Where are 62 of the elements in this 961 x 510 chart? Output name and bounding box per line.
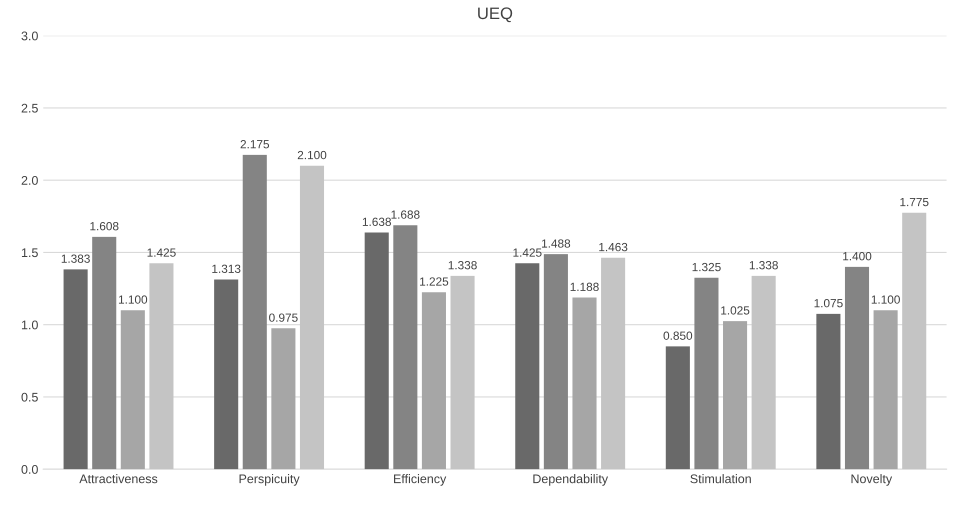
bar <box>271 328 296 470</box>
y-tick-label: 2.5 <box>22 104 38 113</box>
data-label: 1.608 <box>90 222 118 230</box>
y-tick-label: 0.5 <box>21 392 38 402</box>
data-label: 1.400 <box>843 252 872 260</box>
y-tick-label: 2.0 <box>22 176 38 185</box>
x-tick-label: Perspicuity <box>240 474 300 486</box>
data-label: 1.100 <box>118 295 148 304</box>
bar <box>601 258 626 470</box>
data-label: 2.175 <box>240 140 270 148</box>
data-label: 0.850 <box>664 332 692 340</box>
bar <box>242 154 267 470</box>
x-tick-label: Attractiveness <box>79 474 158 484</box>
bar <box>752 276 776 470</box>
bar <box>422 292 446 470</box>
data-label: 1.025 <box>721 306 750 315</box>
bar <box>816 314 840 470</box>
bar <box>572 298 597 470</box>
data-label: 1.775 <box>900 198 928 206</box>
y-tick-label: 1.0 <box>22 320 38 330</box>
bar <box>515 263 540 470</box>
data-label: 1.338 <box>448 261 477 270</box>
data-label: 1.688 <box>391 210 420 219</box>
x-tick-label: Novelty <box>851 474 892 486</box>
bar <box>149 263 174 470</box>
bar <box>364 232 389 470</box>
data-label: 1.075 <box>814 299 843 308</box>
data-label: 1.225 <box>420 277 448 286</box>
data-label: 1.425 <box>513 248 542 257</box>
y-tick-label: 1.5 <box>22 248 38 258</box>
bar <box>902 212 926 470</box>
y-tick-label: 0.0 <box>21 465 38 474</box>
bar <box>844 266 870 470</box>
data-label: 1.338 <box>750 261 778 270</box>
bar <box>450 276 475 470</box>
x-tick-label: Dependability <box>533 474 608 486</box>
bar <box>214 279 238 470</box>
bar <box>723 321 748 470</box>
data-label: 1.463 <box>599 242 628 252</box>
bar <box>120 310 145 470</box>
bar <box>544 254 568 470</box>
y-tick-label: 3.0 <box>21 32 38 40</box>
bar <box>874 310 898 470</box>
data-label: 2.100 <box>298 150 326 160</box>
bar <box>666 346 690 470</box>
x-tick-label: Stimulation <box>690 474 751 484</box>
data-label: 1.383 <box>62 254 90 263</box>
data-label: 1.100 <box>872 295 900 304</box>
x-tick-label: Efficiency <box>394 474 446 486</box>
data-label: 1.325 <box>692 262 721 272</box>
chart-title: UEQ <box>478 7 512 22</box>
data-label: 1.188 <box>570 282 599 292</box>
bar <box>393 225 418 470</box>
bar <box>694 278 718 470</box>
data-label: 1.425 <box>148 248 176 257</box>
data-label: 1.488 <box>542 239 570 248</box>
data-label: 1.638 <box>362 218 391 226</box>
data-label: 0.975 <box>269 313 298 322</box>
bar <box>92 236 116 470</box>
bar <box>64 269 88 470</box>
data-label: 1.313 <box>212 264 240 273</box>
bar <box>300 166 324 470</box>
